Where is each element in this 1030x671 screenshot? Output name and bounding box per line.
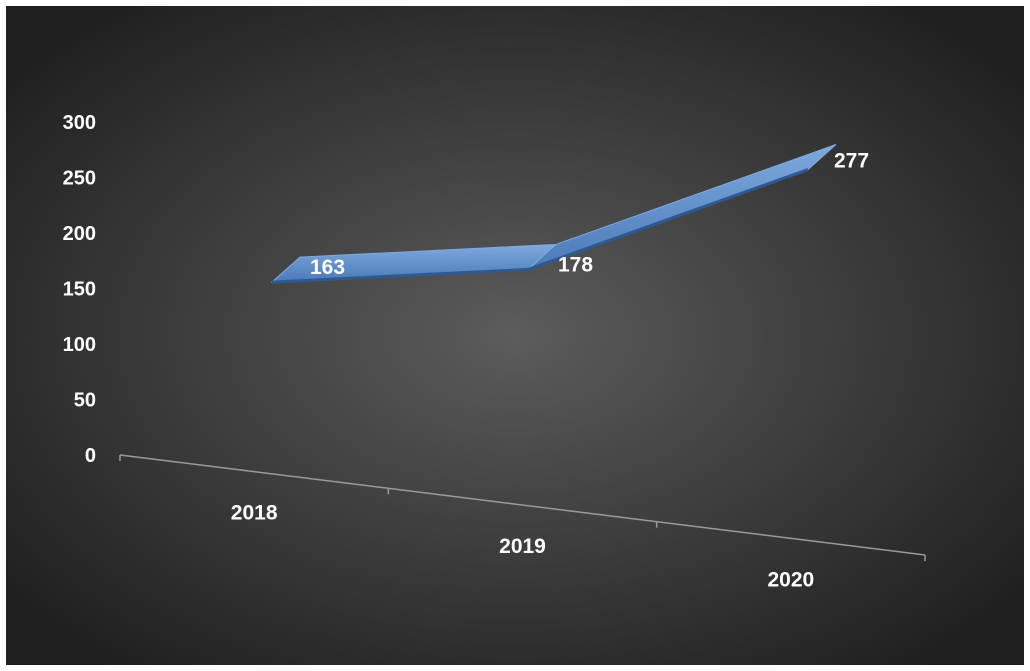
data-label: 277 xyxy=(834,150,869,173)
x-tick-label: 2018 xyxy=(231,502,278,525)
y-axis: 300 250 200 150 100 50 0 xyxy=(63,112,96,467)
x-tick-label: 2020 xyxy=(767,568,814,591)
data-labels: 163 178 277 xyxy=(310,150,869,280)
y-tick-label: 150 xyxy=(63,279,96,301)
x-axis-line xyxy=(119,454,926,556)
y-tick-label: 200 xyxy=(63,223,96,245)
series-ribbon xyxy=(270,144,837,284)
data-label: 163 xyxy=(310,256,345,279)
y-tick-label: 0 xyxy=(85,445,96,467)
y-tick-label: 250 xyxy=(63,168,96,190)
data-label: 178 xyxy=(558,253,593,276)
ribbon-front-edge xyxy=(527,168,809,271)
plot-background xyxy=(6,6,1024,665)
y-tick-label: 300 xyxy=(63,112,96,134)
x-axis: 2018 2019 2020 xyxy=(119,454,926,591)
title-strip xyxy=(0,0,1030,6)
y-tick-label: 50 xyxy=(74,390,96,412)
ribbon-front-edge xyxy=(271,267,529,284)
y-tick-label: 100 xyxy=(63,334,96,356)
x-tick-label: 2019 xyxy=(499,535,546,558)
